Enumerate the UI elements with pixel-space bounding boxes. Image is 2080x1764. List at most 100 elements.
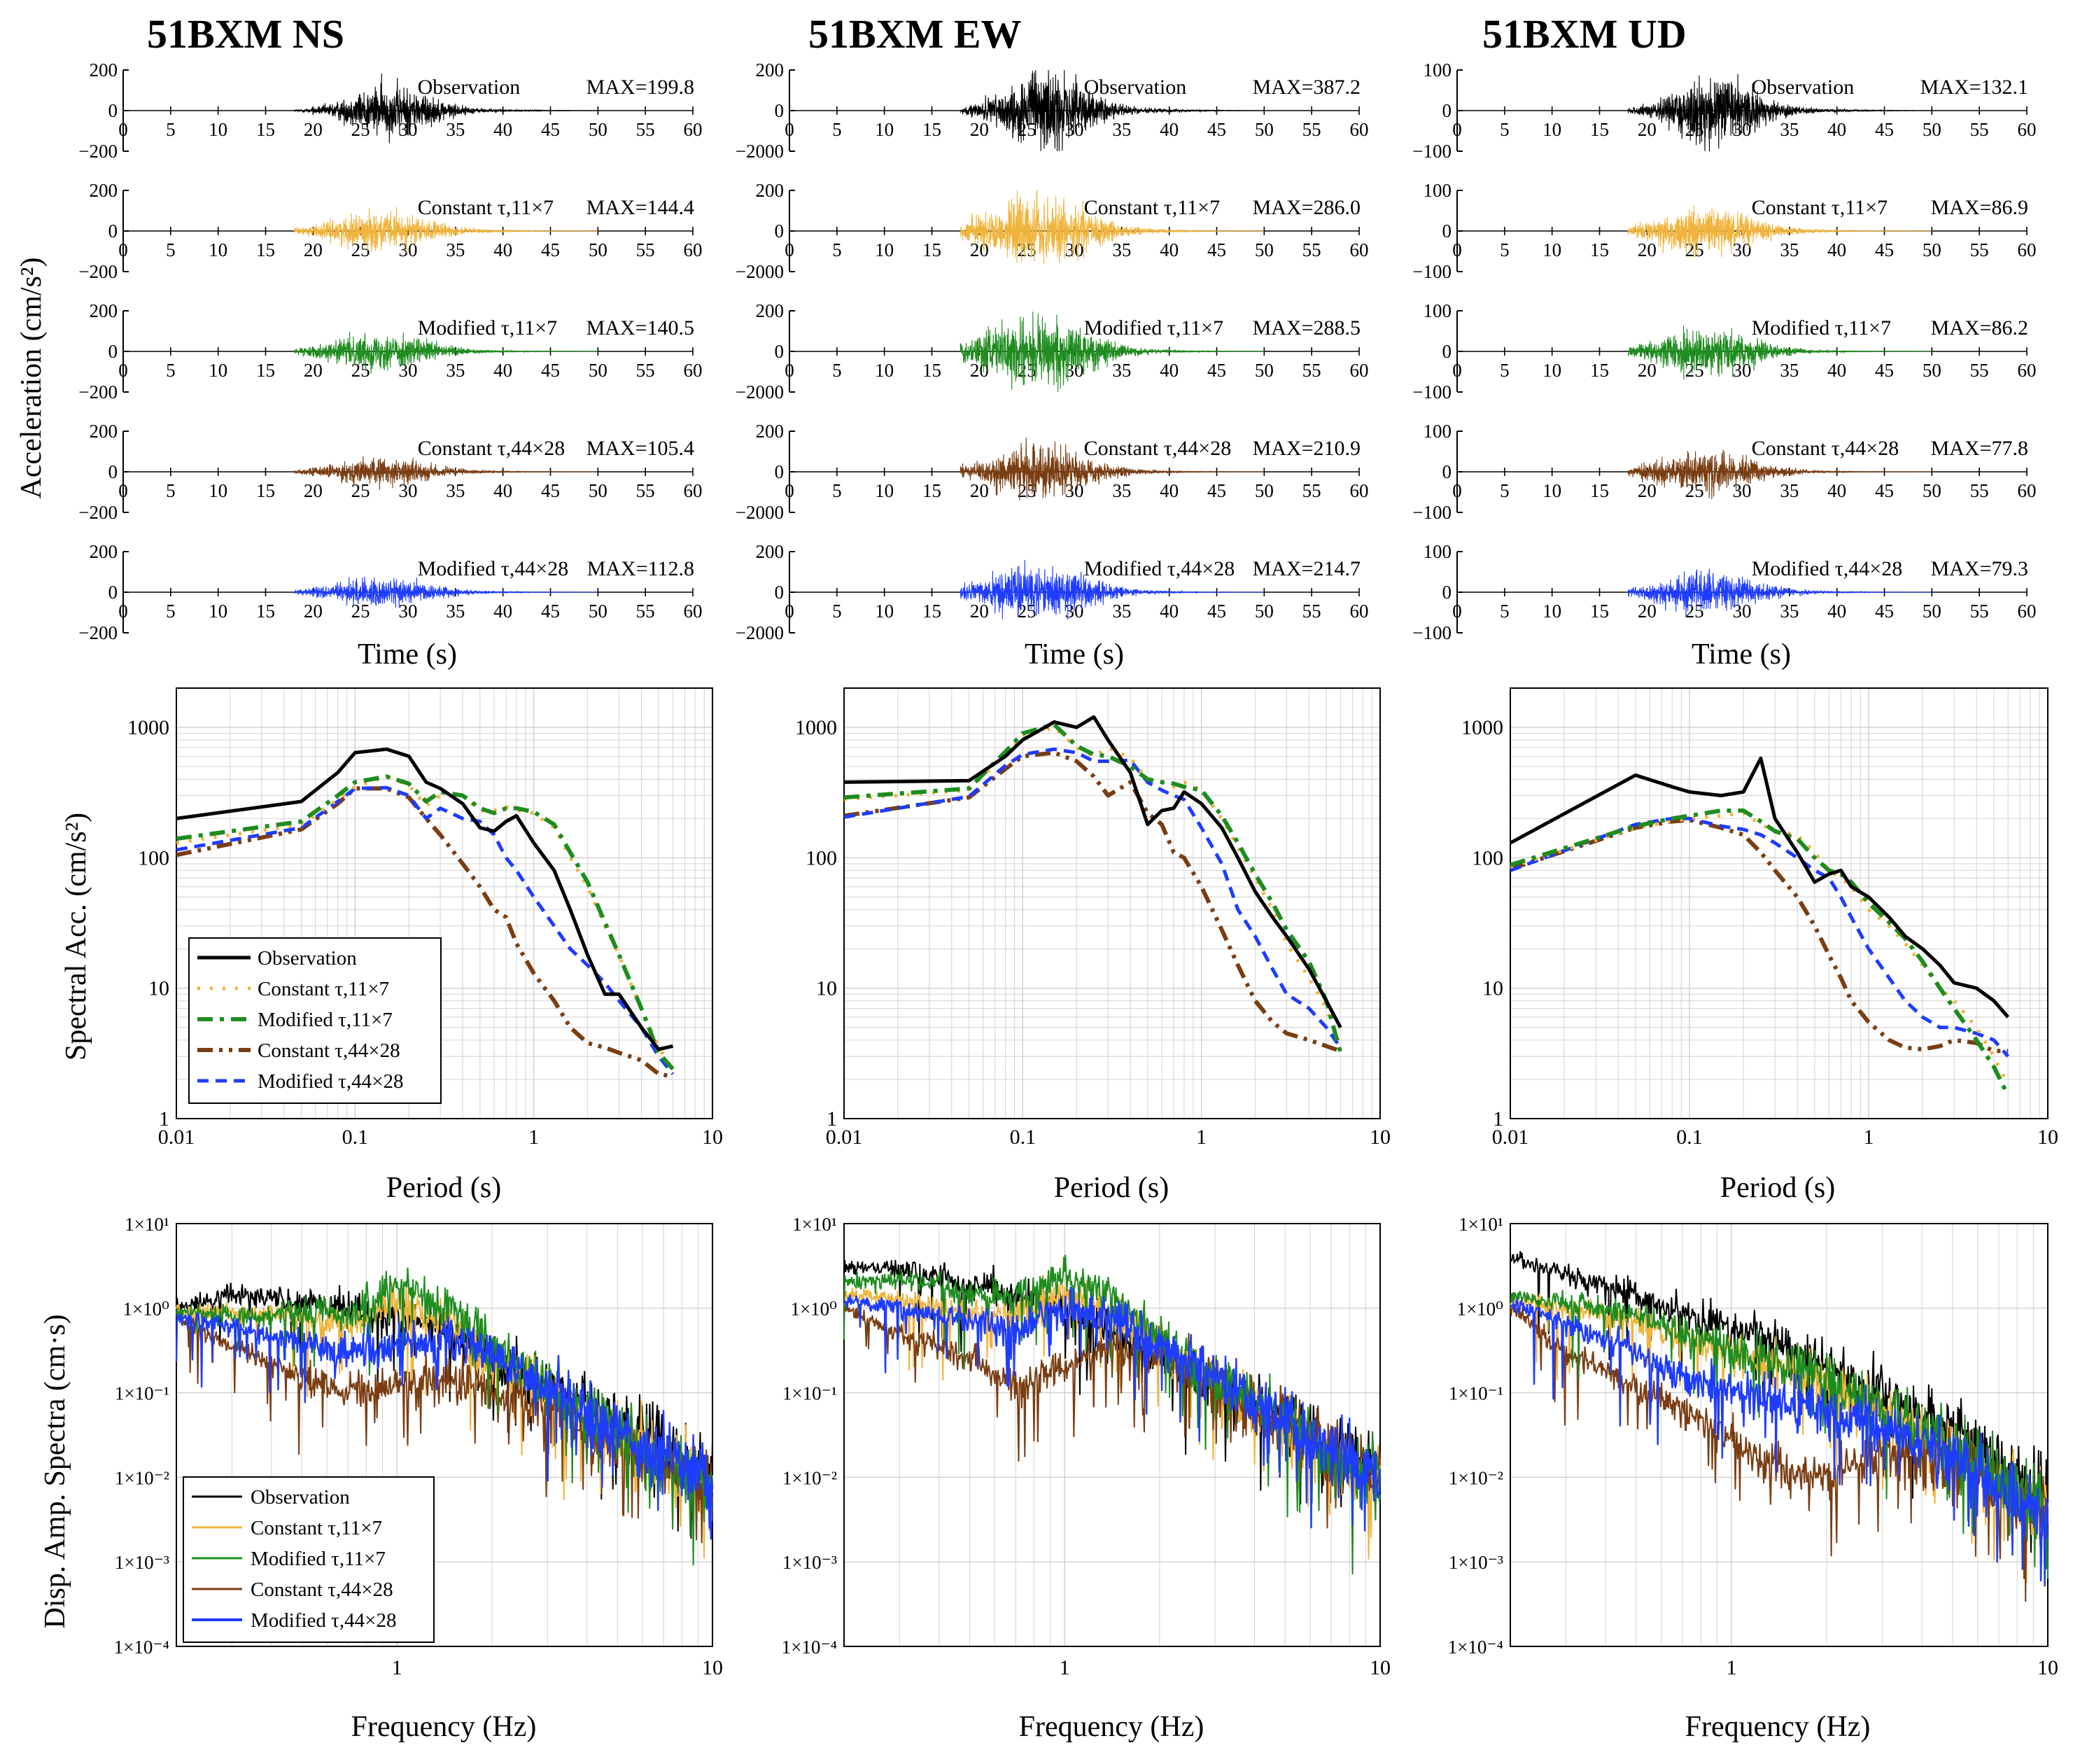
fas-y-tick-label: 1×10⁰ xyxy=(1456,1298,1503,1320)
waveform-x-tick-label: 20 xyxy=(1638,360,1657,381)
acc-ylabel: Acceleration (cm/s²) xyxy=(15,258,48,499)
waveform-panel-ud-4: 1000−1000 5 10 15 20 25 30 35 40 45 50 55 60Modified… xyxy=(1412,541,2036,643)
waveform-x-tick-label: 15 xyxy=(922,119,941,140)
fas-y-tick-label: 1×10⁻² xyxy=(1449,1467,1503,1488)
waveform-x-tick-label: 60 xyxy=(684,119,703,140)
fas-line-observation xyxy=(1510,1251,2049,1553)
sa-y-tick-label: 1000 xyxy=(1461,716,1503,739)
sa-legend-label-observation: Observation xyxy=(258,947,357,969)
sa-x-tick-label: 10 xyxy=(2037,1126,2058,1149)
waveform-series-label: Constant τ,44×28 xyxy=(1084,437,1232,460)
waveform-x-tick-label: 10 xyxy=(875,239,894,260)
waveform-max-label: MAX=288.5 xyxy=(1253,316,1361,340)
waveform-x-tick-label: 50 xyxy=(1255,119,1274,140)
waveform-trace-constant_44x28 xyxy=(960,438,1265,500)
fas-panel-ew: 1×10¹ 1×10⁰ 1×10⁻¹ 1×10⁻² 1×10⁻³ 1×10⁻⁴ 1 10 xyxy=(782,1214,1391,1679)
sa-panel-ew: 0.01 0.1 1 10 1 10 100 1000 xyxy=(795,687,1391,1149)
waveform-x-tick-label: 25 xyxy=(351,601,370,622)
waveform-x-tick-label: 35 xyxy=(1780,601,1799,622)
sa-ylabel: Spectral Acc. (cm/s²) xyxy=(60,813,92,1060)
sa-y-tick-label: 1000 xyxy=(795,716,837,739)
waveform-panels: 2000−2000 5 10 15 20 25 30 35 40 45 50 55 60Observat… xyxy=(78,59,2036,643)
waveform-y-tick-label: 0 xyxy=(1442,220,1452,241)
waveform-y-tick-label: −100 xyxy=(1412,261,1452,282)
waveform-x-tick-label: 50 xyxy=(1923,119,1941,140)
fas-x-tick-label: 1 xyxy=(1726,1656,1736,1679)
waveform-trace-constant_44x28 xyxy=(293,456,598,490)
waveform-x-tick-label: 5 xyxy=(1500,480,1510,501)
waveform-max-label: MAX=77.8 xyxy=(1931,437,2028,460)
waveform-series-label: Constant τ,11×7 xyxy=(418,196,554,219)
waveform-x-tick-label: 55 xyxy=(636,601,655,622)
waveform-y-tick-label: −2000 xyxy=(736,622,784,643)
waveform-x-tick-label: 35 xyxy=(1112,480,1131,501)
waveform-x-tick-label: 5 xyxy=(166,480,176,501)
waveform-y-tick-label: −200 xyxy=(78,382,118,402)
sa-x-tick-label: 0.01 xyxy=(158,1126,195,1149)
waveform-x-tick-label: 10 xyxy=(1543,360,1561,381)
waveform-x-tick-label: 45 xyxy=(1207,239,1226,260)
waveform-x-tick-label: 0 xyxy=(785,480,794,501)
waveform-x-tick-label: 55 xyxy=(1970,239,1989,260)
sa-line-observation xyxy=(843,715,1342,1028)
waveform-y-tick-label: 100 xyxy=(1424,421,1452,442)
waveform-y-tick-label: 100 xyxy=(1424,541,1452,562)
waveform-x-tick-label: 35 xyxy=(1780,119,1799,140)
waveform-max-label: MAX=214.7 xyxy=(1253,557,1361,580)
waveform-x-tick-label: 20 xyxy=(970,119,989,140)
waveform-x-tick-label: 60 xyxy=(1350,480,1369,501)
fas-y-tick-label: 1×10⁻¹ xyxy=(1449,1383,1503,1404)
time-xlabel-ew: Time (s) xyxy=(1025,638,1124,671)
waveform-x-tick-label: 60 xyxy=(2018,360,2037,381)
waveform-x-tick-label: 50 xyxy=(1255,601,1274,622)
fas-x-tick-label: 10 xyxy=(1370,1656,1391,1679)
waveform-x-tick-label: 30 xyxy=(1733,601,1752,622)
fas-y-tick-label: 1×10⁻² xyxy=(115,1467,169,1488)
sa-legend-label-modified_44x28: Modified τ,44×28 xyxy=(258,1070,403,1093)
waveform-y-tick-label: −100 xyxy=(1412,502,1452,523)
waveform-x-tick-label: 60 xyxy=(1350,360,1369,381)
waveform-x-tick-label: 50 xyxy=(1923,360,1941,381)
waveform-x-tick-label: 20 xyxy=(304,360,323,381)
waveform-x-tick-label: 25 xyxy=(1685,480,1704,501)
waveform-x-tick-label: 45 xyxy=(541,119,560,140)
sa-plot-frame xyxy=(176,687,713,1119)
waveform-x-tick-label: 0 xyxy=(118,239,128,260)
waveform-x-tick-label: 35 xyxy=(1112,360,1131,381)
waveform-panel-ud-3: 1000−1000 5 10 15 20 25 30 35 40 45 50 55 60Constant… xyxy=(1412,421,2036,523)
waveform-x-tick-label: 20 xyxy=(970,601,989,622)
waveform-y-tick-label: 0 xyxy=(1442,341,1452,362)
waveform-max-label: MAX=86.9 xyxy=(1931,196,2028,219)
waveform-x-tick-label: 25 xyxy=(351,239,370,260)
sa-legend-label-constant_11x7: Constant τ,11×7 xyxy=(258,978,389,1000)
waveform-max-label: MAX=105.4 xyxy=(586,437,694,460)
sa-y-tick-label: 1000 xyxy=(127,716,169,739)
waveform-x-tick-label: 20 xyxy=(304,119,323,140)
waveform-x-tick-label: 55 xyxy=(636,480,655,501)
sa-y-tick-label: 10 xyxy=(1482,977,1503,1000)
waveform-x-tick-label: 45 xyxy=(1875,239,1894,260)
waveform-x-tick-label: 20 xyxy=(304,601,323,622)
waveform-y-tick-label: −2000 xyxy=(736,382,784,402)
waveform-y-tick-label: 0 xyxy=(775,582,785,603)
waveform-x-tick-label: 20 xyxy=(1638,480,1657,501)
waveform-y-tick-label: 200 xyxy=(90,300,118,321)
waveform-y-tick-label: −2000 xyxy=(736,502,784,523)
waveform-x-tick-label: 20 xyxy=(304,480,323,501)
waveform-y-tick-label: −200 xyxy=(78,502,118,523)
waveform-x-tick-label: 55 xyxy=(636,119,655,140)
fas-legend-box xyxy=(183,1476,435,1643)
fas-y-tick-label: 1×10⁻¹ xyxy=(115,1383,169,1404)
waveform-trace-modified_44x28 xyxy=(960,559,1265,620)
waveform-trace-observation xyxy=(960,69,1265,152)
waveform-x-tick-label: 55 xyxy=(1302,239,1321,260)
time-xlabel-ud: Time (s) xyxy=(1692,638,1791,671)
sa-y-tick-label: 1 xyxy=(1493,1107,1503,1130)
waveform-y-tick-label: 200 xyxy=(756,300,785,321)
waveform-x-tick-label: 55 xyxy=(1970,601,1989,622)
waveform-x-tick-label: 5 xyxy=(832,360,842,381)
waveform-max-label: MAX=86.2 xyxy=(1931,316,2028,340)
waveform-x-tick-label: 60 xyxy=(684,360,703,381)
waveform-x-tick-label: 40 xyxy=(1827,601,1846,622)
waveform-x-tick-label: 10 xyxy=(209,601,227,622)
